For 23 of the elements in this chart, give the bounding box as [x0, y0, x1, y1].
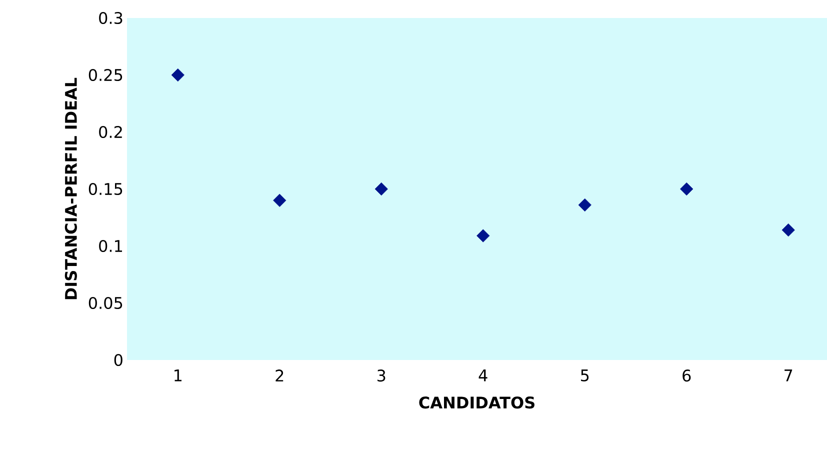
x-tick-label: 3 — [377, 370, 386, 382]
point — [273, 194, 286, 207]
y-tick-label: 0.25 — [88, 68, 122, 82]
x-tick-label: 5 — [581, 370, 589, 382]
x-tick-label: 4 — [478, 370, 488, 382]
y-tick-label: 0.3 — [99, 12, 122, 24]
x-tick-label: 1 — [174, 370, 182, 382]
y-tick-label: 0 — [114, 354, 122, 366]
y-tick-label: 0.15 — [88, 182, 122, 196]
point — [171, 68, 184, 82]
y-tick-label: 0.05 — [88, 296, 122, 310]
x-tick-label: 2 — [276, 370, 284, 382]
point — [578, 198, 592, 212]
point — [782, 223, 795, 237]
point — [476, 229, 490, 242]
x-tick-label: 6 — [682, 370, 691, 382]
point — [680, 182, 694, 196]
x-axis-title: CANDIDATOS — [419, 396, 534, 409]
x-tick-label: 7 — [784, 370, 792, 382]
y-tick-label: 0.2 — [99, 126, 122, 138]
y-tick-label: 0.1 — [99, 240, 122, 252]
y-axis-title: DISTANCIA-PERFIL IDEAL — [64, 78, 77, 300]
point — [374, 182, 388, 196]
